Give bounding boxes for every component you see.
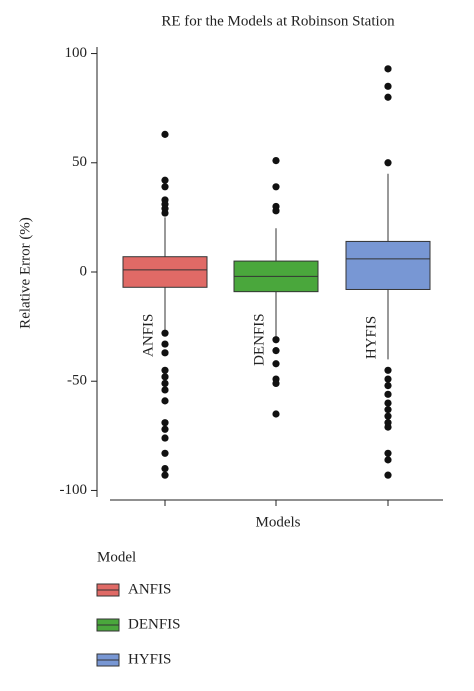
outlier [161, 209, 169, 217]
outlier [161, 130, 169, 138]
outlier [272, 347, 280, 355]
outlier [161, 329, 169, 337]
outlier [161, 465, 169, 473]
outlier [161, 449, 169, 457]
outlier [161, 373, 169, 381]
box-label: ANFIS [140, 314, 156, 357]
outlier [384, 82, 392, 90]
outlier [272, 336, 280, 344]
box-label: DENFIS [251, 313, 267, 366]
legend-label: ANFIS [128, 581, 171, 597]
box [345, 240, 431, 290]
x-axis-label: Models [256, 514, 301, 530]
outlier [384, 423, 392, 431]
outlier [384, 375, 392, 383]
outlier [161, 366, 169, 374]
outlier [384, 381, 392, 390]
outlier [161, 176, 169, 184]
y-tick-label: -100 [60, 482, 88, 498]
chart-title: RE for the Models at Robinson Station [161, 13, 395, 29]
outlier [272, 156, 280, 165]
outlier [161, 471, 169, 479]
outlier [272, 410, 280, 418]
y-tick-label: 100 [65, 45, 88, 61]
y-tick-label: -50 [67, 373, 87, 389]
outlier [161, 183, 169, 191]
outlier [384, 390, 392, 398]
box [122, 256, 208, 288]
outlier [384, 412, 392, 420]
outlier [161, 434, 169, 442]
legend-title: Model [97, 549, 136, 565]
outlier [384, 406, 392, 414]
outlier [272, 379, 280, 388]
y-tick-label: 50 [72, 154, 87, 170]
outlier [272, 360, 280, 368]
outlier [384, 93, 392, 101]
outlier [384, 366, 392, 374]
y-tick-label: 0 [80, 263, 88, 279]
outlier [161, 419, 169, 427]
outlier [384, 399, 392, 407]
legend-label: DENFIS [128, 616, 181, 632]
outlier [272, 207, 280, 215]
outlier [384, 65, 392, 73]
outlier [161, 425, 169, 433]
outlier [384, 159, 392, 167]
outlier [161, 386, 169, 394]
outlier [161, 397, 169, 405]
box-label: HYFIS [363, 316, 379, 359]
outlier [384, 471, 392, 479]
y-axis-label: Relative Error (%) [17, 217, 33, 329]
outlier [272, 183, 280, 191]
outlier [384, 449, 392, 457]
outlier [161, 379, 169, 388]
outlier [161, 340, 169, 348]
legend-label: HYFIS [128, 651, 171, 667]
outlier [161, 349, 169, 357]
outlier [384, 456, 392, 464]
